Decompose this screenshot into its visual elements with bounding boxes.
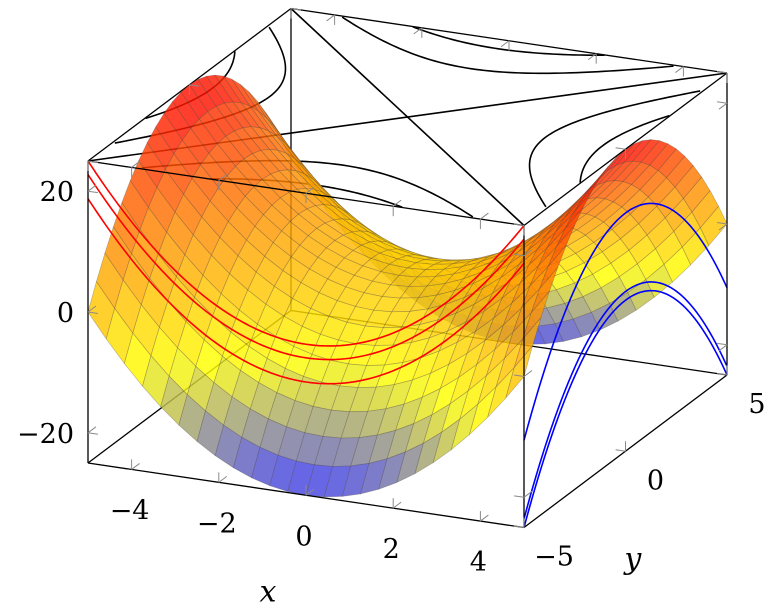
top-contour-line [579,114,670,183]
x-tick-label: 4 [470,547,487,578]
surface-patch [683,176,711,213]
surface-patch [623,139,652,163]
top-contour-line [528,90,701,208]
tick-mark [218,475,228,483]
y-tick-label: 5 [748,389,765,420]
tick-mark [131,463,140,470]
tick-mark [514,253,525,257]
surface-patch [414,431,443,475]
surface-patch [539,244,567,289]
z-tick-label: −20 [17,419,74,450]
tick-mark [514,374,525,377]
y-projection-curve [523,289,728,528]
y-projection-curve [523,281,728,520]
tick-marks [87,8,728,528]
y-tick-label: 0 [647,465,664,496]
tick-mark [717,101,728,104]
z-tick-label: 0 [57,298,74,329]
surface-patch [607,143,635,171]
tick-mark [514,525,525,528]
y-projection-curve [523,202,728,441]
surface-patch [657,148,686,179]
y-tick-label: −5 [534,542,574,573]
tick-mark [326,14,335,22]
tick-mark [523,249,533,257]
tick-mark [305,488,315,496]
tick-mark [523,490,533,498]
surface-patch [632,139,661,163]
top-contour-line [341,16,674,75]
surface-patch [512,288,541,333]
top-contour-line [412,26,605,57]
tick-mark [717,342,728,346]
tick-mark [717,373,728,376]
x-projection-curve [87,198,525,385]
tick-mark [718,344,728,352]
side-projections [87,160,728,528]
tick-mark [587,53,597,61]
tick-mark [305,186,315,194]
top-contour-line [290,7,525,227]
tick-mark [615,449,626,452]
tick-mark [218,173,228,181]
x-projection-curve [87,174,525,361]
tick-mark [131,161,140,168]
tick-mark [87,190,98,194]
tick-mark [717,71,728,74]
tick-mark [290,8,301,11]
surface-patch [547,224,576,267]
tick-mark [500,40,510,48]
tick-mark [718,223,728,231]
surface-mesh [87,74,728,498]
tick-mark [523,370,533,377]
tick-mark [514,223,525,226]
tick-mark [675,66,684,73]
tick-mark [717,222,728,225]
tick-mark [87,160,98,163]
x-tick-label: −2 [197,508,237,539]
axis-labels: −4 −2 0 2 4 −5 0 5 −20 0 20 x y [17,177,766,608]
tick-mark [413,27,423,35]
tick-mark [480,514,489,522]
tick-mark [718,102,728,110]
tick-mark [615,147,626,150]
x-projection-curve [87,160,525,347]
tick-mark [87,426,97,434]
z-tick-label: 20 [40,177,74,208]
y-axis-title: y [622,541,642,576]
tick-mark [392,199,402,207]
x-tick-label: 0 [295,521,312,552]
tick-mark [87,184,97,192]
tick-mark [189,84,200,87]
tick-mark [480,212,489,220]
x-tick-label: 2 [383,534,400,565]
tick-mark [87,311,98,314]
surface-patch [674,164,703,199]
surface-patch [505,345,533,399]
tick-mark [87,432,98,435]
tick-mark [392,501,402,509]
surface-patch [564,191,592,229]
surface-patch [513,317,542,368]
x-axis-title: x [260,574,277,608]
top-contour-projection [87,7,728,227]
tick-mark [514,495,525,498]
tick-mark [87,305,97,313]
x-tick-label: −4 [110,496,150,527]
